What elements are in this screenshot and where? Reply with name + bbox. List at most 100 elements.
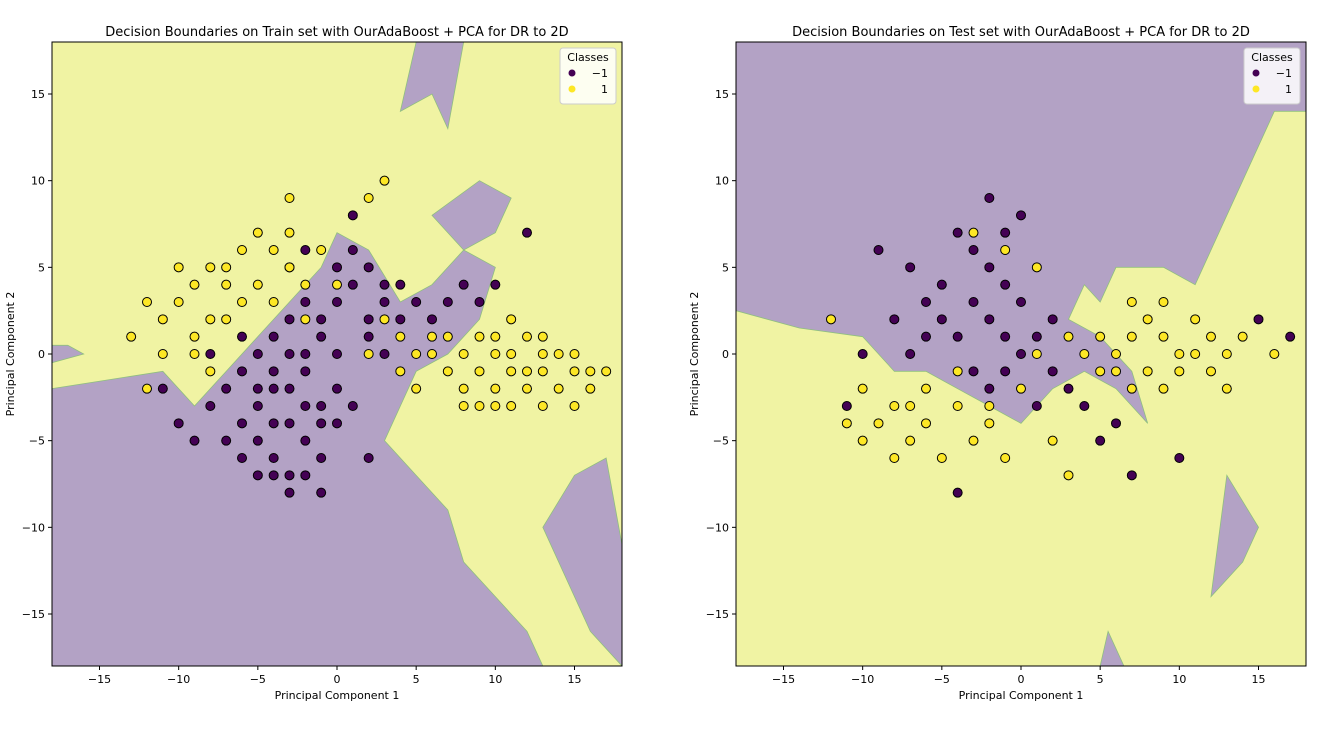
legend: Classes −1 1 [559,47,617,105]
data-point [363,453,374,463]
x-tick-label: 0 [334,673,341,686]
data-point [1079,349,1090,359]
data-point [537,401,548,411]
data-point [601,366,612,377]
data-point [506,366,517,377]
data-point [1031,262,1042,273]
data-point [1047,366,1058,377]
data-point [1000,453,1011,463]
y-axis-label: Principal Component 2 [688,292,701,417]
data-point [1158,297,1169,307]
data-point [332,262,342,273]
data-point [427,349,437,359]
data-point [379,314,390,325]
data-point [268,383,279,394]
data-point [1095,331,1106,342]
test-chart: Decision Boundaries on Test set with Our… [688,25,1307,702]
data-point [300,297,311,307]
data-point [284,418,295,429]
data-point [889,314,900,325]
data-point [1016,383,1026,394]
data-point [205,366,216,377]
data-point [284,383,295,394]
x-tick-label: −10 [851,673,874,686]
data-point [857,349,868,359]
decision-region-negative [542,457,622,666]
data-point [1000,227,1011,238]
data-point [952,366,963,377]
data-point [1158,331,1169,342]
data-point [284,314,295,325]
data-point [889,453,900,463]
data-point [458,401,469,411]
data-point [569,349,580,359]
data-point [984,262,995,273]
data-point [300,279,311,290]
data-point [984,401,995,411]
data-point [1111,349,1121,359]
data-point [268,366,279,377]
data-point [221,383,232,394]
data-point [826,314,836,325]
data-point [237,366,247,377]
data-point [458,279,469,290]
data-point [157,383,168,394]
x-tick-label: 15 [568,673,582,686]
decision-region-negative [736,42,1306,424]
data-point [490,349,501,359]
x-tick-label: 10 [488,673,502,686]
data-point [1031,349,1042,359]
data-point [1000,279,1011,290]
data-point [474,366,485,377]
chart-title: Decision Boundaries on Test set with Our… [792,25,1250,40]
data-point [1126,331,1137,342]
y-tick-label: 5 [722,261,729,274]
plot-area [52,42,622,666]
data-point [189,349,200,359]
data-point [284,193,295,203]
data-point [347,279,358,290]
data-point [936,314,947,325]
data-point [411,383,422,394]
data-point [221,262,232,273]
data-point [1253,314,1264,325]
data-point [1206,366,1216,377]
data-point [363,262,374,273]
data-point [968,245,979,255]
data-point [952,487,963,498]
data-point [427,314,437,325]
data-point [237,245,247,255]
x-tick-label: 0 [1018,673,1025,686]
data-point [268,331,279,342]
data-point [300,366,311,377]
data-point [173,262,184,273]
data-point [1031,331,1042,342]
data-point [316,331,327,342]
data-point [284,470,295,481]
data-point [952,331,963,342]
y-tick-label: 10 [31,175,45,188]
data-point [905,262,916,273]
data-point [490,401,501,411]
data-point [411,349,422,359]
x-tick-label: 10 [1172,673,1186,686]
y-tick-label: −10 [706,521,729,534]
data-point [347,401,358,411]
data-point [873,418,884,429]
y-tick-label: 15 [31,88,45,101]
data-point [585,366,596,377]
data-point [1000,331,1011,342]
data-point [363,193,374,203]
plot-area [736,42,1306,666]
data-point [1095,366,1106,377]
data-point [1016,210,1026,221]
decision-region-negative [431,180,512,251]
data-point [968,227,979,238]
data-point [252,279,263,290]
data-point [347,245,358,255]
data-point [221,279,232,290]
x-tick-label: −10 [167,673,190,686]
data-point [157,314,168,325]
data-point [1000,366,1011,377]
data-point [284,349,295,359]
